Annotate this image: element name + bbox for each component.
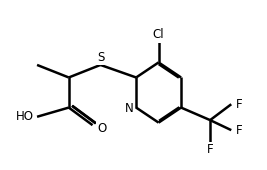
Text: O: O: [97, 122, 107, 135]
Text: F: F: [236, 124, 242, 137]
Text: N: N: [125, 102, 134, 115]
Text: F: F: [236, 98, 242, 111]
Text: Cl: Cl: [153, 28, 164, 41]
Text: S: S: [97, 51, 104, 64]
Text: F: F: [207, 143, 213, 156]
Text: HO: HO: [16, 110, 34, 123]
